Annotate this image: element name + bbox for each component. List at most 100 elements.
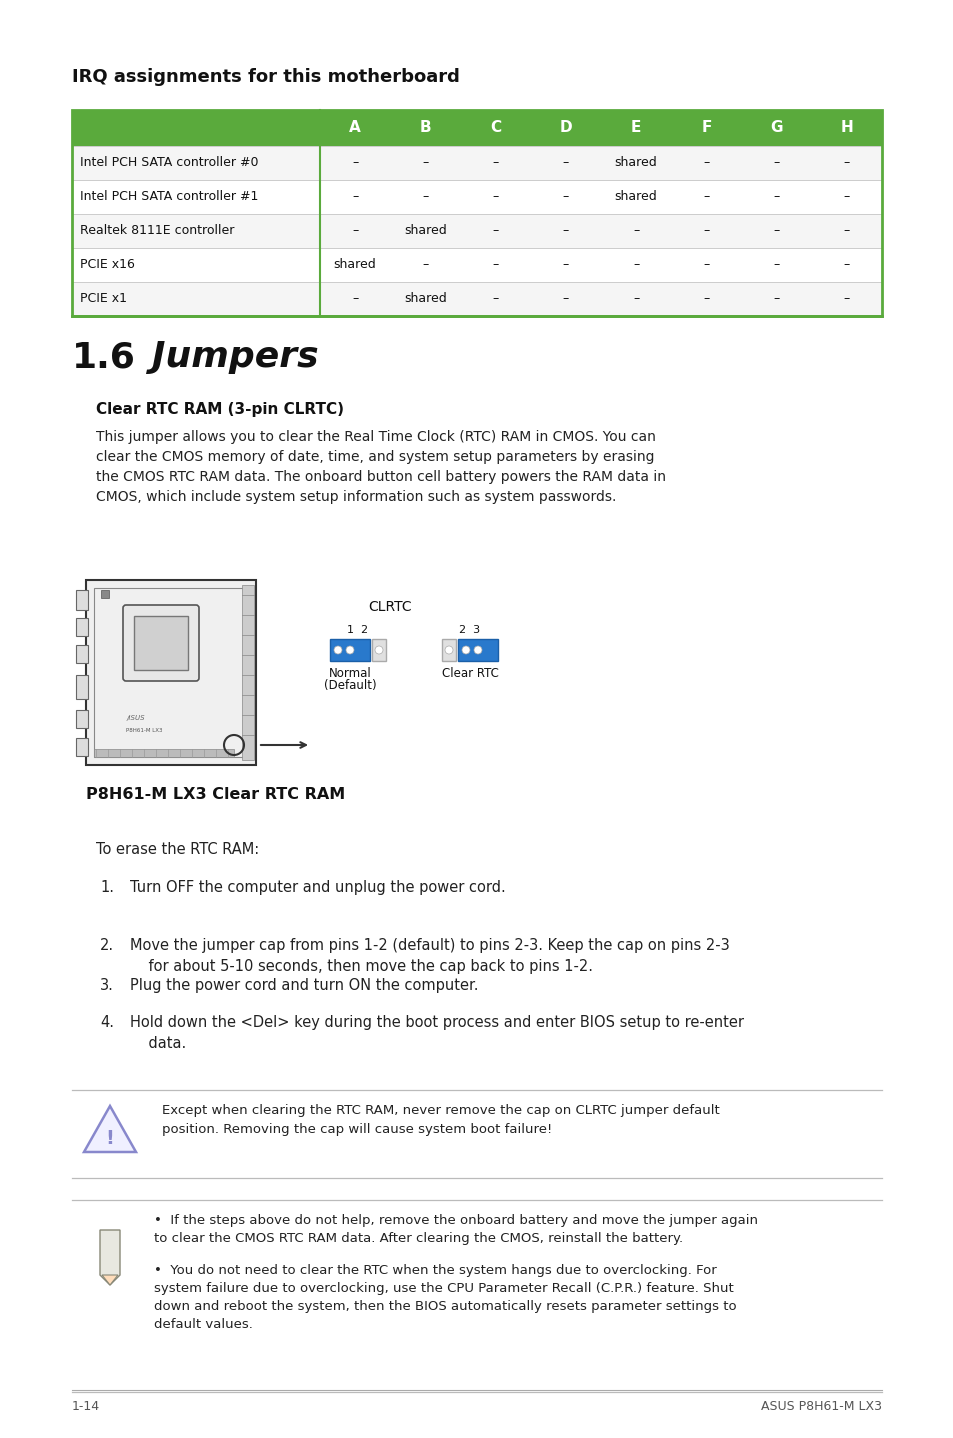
Circle shape (346, 646, 354, 654)
Text: shared: shared (614, 190, 657, 204)
Text: –: – (422, 157, 428, 170)
Text: 4.: 4. (100, 1015, 113, 1030)
Bar (133, 615, 188, 670)
Text: –: – (702, 292, 709, 305)
Text: –: – (773, 259, 779, 272)
Text: F: F (700, 121, 711, 135)
Text: –: – (842, 292, 849, 305)
Bar (242, 585, 253, 761)
Text: B: B (419, 121, 431, 135)
Text: C: C (490, 121, 500, 135)
Bar (76, 710, 88, 728)
Text: Intel PCH SATA controller #1: Intel PCH SATA controller #1 (80, 190, 258, 204)
Text: –: – (702, 224, 709, 237)
Bar (71, 109, 882, 316)
Text: 2  3: 2 3 (459, 626, 480, 636)
Text: G: G (770, 121, 782, 135)
Text: Clear RTC: Clear RTC (441, 667, 497, 680)
Text: –: – (492, 224, 498, 237)
Text: –: – (562, 224, 568, 237)
Text: This jumper allows you to clear the Real Time Clock (RTC) RAM in CMOS. You can
c: This jumper allows you to clear the Real… (96, 430, 665, 505)
Text: –: – (352, 190, 358, 204)
Text: –: – (842, 190, 849, 204)
Text: E: E (630, 121, 640, 135)
Bar (86, 580, 255, 765)
Text: Clear RTC RAM (3-pin CLRTC): Clear RTC RAM (3-pin CLRTC) (96, 403, 344, 417)
Bar (71, 109, 882, 147)
Circle shape (444, 646, 453, 654)
Bar (441, 638, 456, 661)
Bar (76, 618, 88, 636)
Text: –: – (633, 259, 639, 272)
Bar (330, 638, 370, 661)
FancyBboxPatch shape (123, 605, 199, 682)
Bar (94, 749, 233, 756)
Text: –: – (562, 259, 568, 272)
Text: shared: shared (403, 224, 446, 237)
Text: IRQ assignments for this motherboard: IRQ assignments for this motherboard (71, 68, 459, 86)
Text: Move the jumper cap from pins 1-2 (default) to pins 2-3. Keep the cap on pins 2-: Move the jumper cap from pins 1-2 (defau… (130, 938, 729, 974)
Text: –: – (842, 259, 849, 272)
Text: 3.: 3. (100, 978, 113, 994)
Text: P8H61-M LX3: P8H61-M LX3 (126, 728, 162, 733)
Circle shape (461, 646, 470, 654)
Text: –: – (702, 259, 709, 272)
Text: –: – (773, 292, 779, 305)
Text: –: – (562, 157, 568, 170)
Polygon shape (84, 1106, 136, 1152)
Text: –: – (633, 224, 639, 237)
Text: –: – (492, 190, 498, 204)
Text: –: – (842, 157, 849, 170)
Text: !: ! (106, 1129, 114, 1148)
Text: Normal: Normal (328, 667, 371, 680)
Bar (457, 638, 497, 661)
Text: D: D (559, 121, 572, 135)
Text: –: – (352, 157, 358, 170)
Text: PCIE x16: PCIE x16 (80, 259, 134, 272)
Text: P8H61-M LX3 Clear RTC RAM: P8H61-M LX3 Clear RTC RAM (86, 787, 345, 802)
Text: (Default): (Default) (323, 679, 375, 692)
Polygon shape (102, 1276, 118, 1286)
Bar (76, 674, 88, 699)
Text: shared: shared (614, 157, 657, 170)
Text: –: – (422, 259, 428, 272)
Text: 2.: 2. (100, 938, 114, 953)
Bar (71, 282, 882, 316)
Text: –: – (633, 292, 639, 305)
Text: –: – (702, 157, 709, 170)
Text: 1-14: 1-14 (71, 1401, 100, 1414)
Text: Except when clearing the RTC RAM, never remove the cap on CLRTC jumper default
p: Except when clearing the RTC RAM, never … (162, 1104, 719, 1136)
Text: –: – (352, 292, 358, 305)
Circle shape (375, 646, 382, 654)
Bar (71, 147, 882, 180)
Text: –: – (422, 190, 428, 204)
Text: ASUS P8H61-M LX3: ASUS P8H61-M LX3 (760, 1401, 882, 1414)
Text: •  If the steps above do not help, remove the onboard battery and move the jumpe: • If the steps above do not help, remove… (153, 1214, 758, 1245)
Text: –: – (702, 190, 709, 204)
Bar (76, 590, 88, 610)
Text: –: – (492, 292, 498, 305)
Text: –: – (562, 190, 568, 204)
Text: –: – (562, 292, 568, 305)
Bar (71, 180, 882, 214)
Text: •  You do not need to clear the RTC when the system hangs due to overclocking. F: • You do not need to clear the RTC when … (153, 1264, 736, 1332)
Text: Intel PCH SATA controller #0: Intel PCH SATA controller #0 (80, 157, 258, 170)
Text: 1.6: 1.6 (71, 339, 135, 374)
Text: –: – (773, 190, 779, 204)
Text: Realtek 8111E controller: Realtek 8111E controller (80, 224, 234, 237)
Text: –: – (492, 157, 498, 170)
Text: shared: shared (334, 259, 376, 272)
Text: –: – (352, 224, 358, 237)
Text: To erase the RTC RAM:: To erase the RTC RAM: (96, 843, 259, 857)
Circle shape (474, 646, 481, 654)
Text: –: – (842, 224, 849, 237)
Bar (372, 638, 386, 661)
Text: A: A (349, 121, 360, 135)
Text: Plug the power cord and turn ON the computer.: Plug the power cord and turn ON the comp… (130, 978, 478, 994)
Text: –: – (773, 157, 779, 170)
Text: /ISUS: /ISUS (127, 715, 145, 720)
Bar (76, 646, 88, 663)
Polygon shape (100, 1229, 120, 1286)
Text: Jumpers: Jumpers (152, 339, 318, 374)
Bar (76, 738, 88, 756)
